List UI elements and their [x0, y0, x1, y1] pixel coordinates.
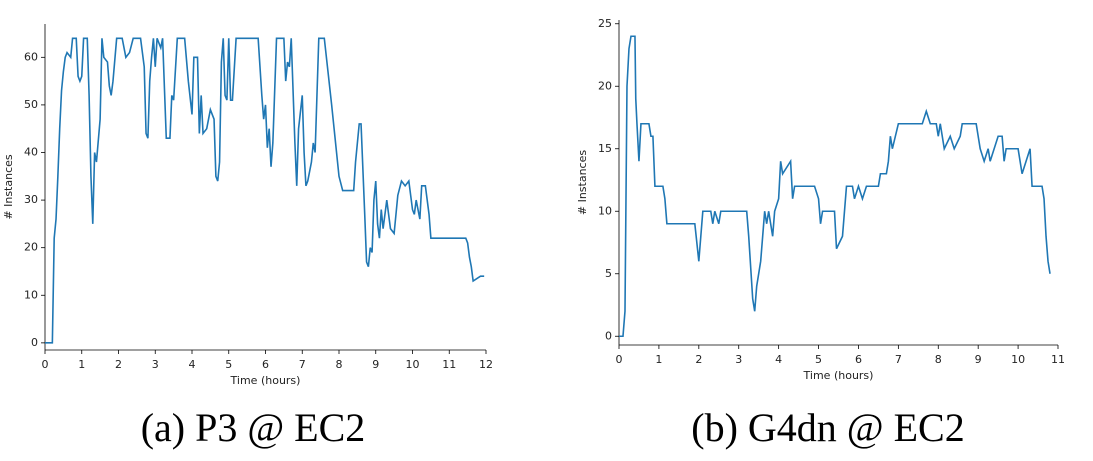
- x-tick-label: 5: [225, 358, 232, 371]
- x-axis-label: Time (hours): [230, 374, 301, 387]
- caption: (b) G4dn @ EC2: [691, 405, 964, 450]
- x-tick-label: 8: [935, 353, 942, 366]
- y-tick-label: 60: [24, 50, 38, 63]
- x-tick-label: 7: [895, 353, 902, 366]
- y-tick-label: 15: [598, 142, 612, 155]
- y-tick-label: 10: [24, 288, 38, 301]
- x-axis-label: Time (hours): [803, 369, 874, 382]
- x-tick-label: 3: [152, 358, 159, 371]
- x-tick-label: 0: [42, 358, 49, 371]
- x-tick-label: 3: [735, 353, 742, 366]
- y-axis-label: # Instances: [576, 150, 589, 216]
- x-tick-label: 9: [372, 358, 379, 371]
- x-tick-label: 7: [299, 358, 306, 371]
- x-tick-label: 9: [975, 353, 982, 366]
- x-tick-label: 2: [115, 358, 122, 371]
- x-tick-label: 0: [616, 353, 623, 366]
- x-tick-label: 6: [855, 353, 862, 366]
- y-tick-label: 25: [598, 17, 612, 30]
- y-tick-label: 0: [605, 329, 612, 342]
- y-tick-label: 20: [598, 79, 612, 92]
- x-tick-label: 11: [1051, 353, 1065, 366]
- x-tick-label: 2: [695, 353, 702, 366]
- x-tick-label: 8: [336, 358, 343, 371]
- caption: (a) P3 @ EC2: [141, 405, 366, 450]
- y-tick-label: 50: [24, 98, 38, 111]
- y-tick-label: 20: [24, 241, 38, 254]
- data-line: [619, 35, 1051, 338]
- data-line: [45, 37, 485, 344]
- y-tick-label: 40: [24, 145, 38, 158]
- x-tick-label: 4: [775, 353, 782, 366]
- x-tick-label: 1: [78, 358, 85, 371]
- x-tick-label: 10: [1011, 353, 1025, 366]
- y-tick-label: 0: [31, 336, 38, 349]
- x-tick-label: 6: [262, 358, 269, 371]
- y-axis-label: # Instances: [2, 154, 15, 220]
- x-tick-label: 12: [479, 358, 493, 371]
- x-tick-label: 10: [406, 358, 420, 371]
- x-tick-label: 11: [442, 358, 456, 371]
- x-tick-label: 1: [655, 353, 662, 366]
- y-tick-label: 10: [598, 204, 612, 217]
- x-tick-label: 4: [189, 358, 196, 371]
- y-tick-label: 5: [605, 267, 612, 280]
- y-tick-label: 30: [24, 193, 38, 206]
- x-tick-label: 5: [815, 353, 822, 366]
